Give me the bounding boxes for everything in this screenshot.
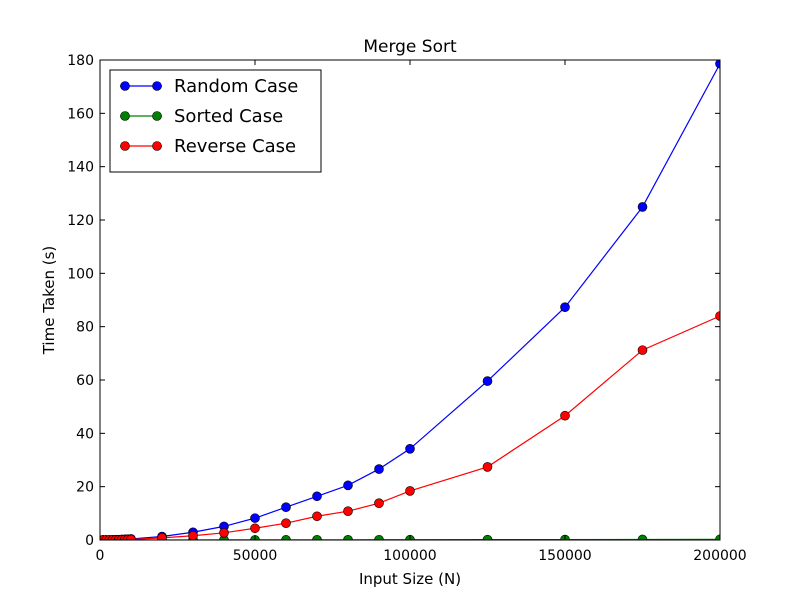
y-axis-title: Time Taken (s) (40, 246, 58, 356)
data-point-reverse-case (219, 527, 229, 538)
data-point-random-case (312, 491, 322, 502)
data-point-reverse-case (250, 523, 260, 534)
data-point-random-case (281, 502, 291, 513)
y-tick-label: 100 (67, 266, 94, 282)
legend-marker-random-case (152, 81, 162, 91)
legend-box (109, 69, 322, 173)
data-point-reverse-case (343, 506, 353, 517)
y-tick-label: 40 (76, 426, 94, 442)
y-tick-label: 0 (85, 533, 94, 549)
data-point-reverse-case (312, 511, 322, 522)
data-point-random-case (482, 376, 493, 386)
legend-marker-sorted-case (152, 111, 162, 121)
data-point-random-case (715, 60, 720, 69)
x-tick-label: 50000 (233, 548, 278, 564)
legend-label-random-case: Random Case (174, 76, 298, 97)
data-point-reverse-case (281, 518, 291, 529)
data-point-sorted-case (715, 534, 720, 540)
x-tick-label: 100000 (383, 548, 436, 564)
data-point-reverse-case (188, 530, 198, 540)
legend: Random Case Sorted Case Reverse Case (109, 69, 322, 173)
data-point-reverse-case (126, 534, 136, 540)
axis-ticks: 0 50000 100000 150000 200000 0 20 40 60 80 100 120 1… (67, 53, 746, 564)
y-tick-label: 140 (67, 160, 94, 176)
x-tick-label: 0 (96, 548, 105, 564)
data-point-random-case (637, 202, 648, 212)
data-point-reverse-case (482, 462, 493, 472)
y-tick-label: 120 (67, 213, 94, 229)
data-point-random-case (560, 302, 570, 313)
legend-marker-random-case (120, 81, 130, 91)
chart-title: Merge Sort (363, 37, 457, 57)
data-point-reverse-case (560, 410, 570, 421)
x-tick-label: 200000 (693, 548, 746, 564)
data-point-reverse-case (374, 498, 384, 509)
x-tick-label: 150000 (538, 548, 591, 564)
data-point-reverse-case (405, 486, 415, 496)
data-point-random-case (250, 513, 260, 523)
y-tick-label: 160 (67, 106, 94, 122)
data-point-reverse-case (157, 533, 167, 540)
data-point-sorted-case (637, 534, 648, 540)
y-tick-label: 60 (76, 373, 94, 389)
data-point-reverse-case (637, 345, 648, 355)
series-line-reverse-case (103, 315, 720, 540)
data-point-reverse-case (715, 311, 720, 321)
x-axis-title: Input Size (N) (359, 570, 461, 588)
legend-marker-reverse-case (152, 141, 162, 151)
y-tick-label: 180 (67, 53, 94, 69)
y-tick-label: 20 (76, 480, 94, 496)
y-tick-label: 80 (76, 320, 94, 336)
data-point-random-case (405, 443, 415, 454)
legend-label-sorted-case: Sorted Case (174, 106, 283, 127)
legend-marker-reverse-case (120, 141, 130, 151)
data-point-random-case (343, 480, 353, 491)
legend-marker-sorted-case (120, 111, 130, 121)
data-point-random-case (374, 464, 384, 474)
legend-label-reverse-case: Reverse Case (174, 136, 296, 157)
